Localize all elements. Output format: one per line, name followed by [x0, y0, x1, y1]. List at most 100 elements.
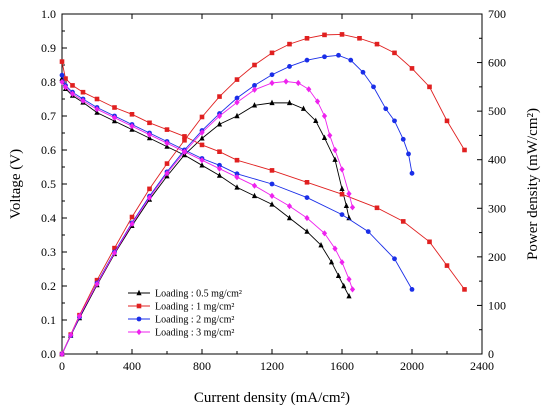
legend-label: Loading : 0.5 mg/cm² [155, 289, 242, 300]
power-point [322, 54, 327, 60]
power-point [357, 35, 362, 41]
voltage-point [304, 214, 310, 222]
power-point [313, 117, 319, 124]
voltage-point [94, 106, 100, 113]
legend-label: Loading : 3 mg/cm² [155, 328, 234, 339]
legend-marker [136, 316, 142, 322]
y-left-tick-label: 0.4 [41, 211, 56, 225]
voltage-point [409, 287, 415, 292]
voltage-point [234, 171, 240, 177]
power-point [269, 50, 275, 56]
y-left-tick-label: 0.2 [41, 279, 56, 293]
power-line [61, 33, 465, 355]
voltage-point [286, 203, 293, 210]
y-right-tick-label: 500 [488, 104, 506, 118]
series-layer [59, 32, 467, 358]
power-point [199, 129, 205, 136]
voltage-point [216, 172, 223, 178]
x-tick-label: 1600 [330, 359, 354, 373]
voltage-point [129, 123, 135, 130]
voltage-point [129, 112, 135, 117]
power-point [111, 249, 118, 257]
power-point [234, 99, 240, 106]
voltage-point [251, 182, 258, 189]
y-left-tick-label: 0.1 [41, 313, 56, 327]
voltage-point [251, 192, 258, 199]
power-point [304, 57, 310, 63]
power-point [147, 186, 152, 192]
power-point [304, 35, 310, 41]
voltage-point [147, 120, 152, 126]
power-point [216, 112, 223, 120]
y-right-axis-title: Power density (mW/cm²) [525, 108, 541, 260]
power-point [199, 135, 205, 141]
power-point [76, 313, 83, 320]
voltage-line [61, 78, 350, 297]
power-point [400, 136, 406, 142]
voltage-point [304, 228, 310, 234]
x-tick-label: 800 [193, 359, 211, 373]
y-left-tick-label: 0.5 [41, 177, 56, 191]
legend-marker [136, 303, 142, 309]
power-point [392, 50, 397, 56]
power-point [129, 220, 135, 227]
voltage-point [341, 282, 347, 289]
voltage-point [328, 259, 335, 265]
power-point [346, 214, 352, 221]
legend-item: Loading : 3 mg/cm² [128, 328, 234, 339]
power-point [164, 170, 170, 177]
voltage-line [61, 81, 353, 290]
power-point [300, 105, 307, 111]
voltage-point [146, 131, 153, 138]
y-left-tick-label: 0.6 [41, 143, 56, 157]
voltage-point [269, 201, 275, 207]
voltage-point [199, 162, 205, 168]
power-point [216, 121, 223, 127]
series-2 [59, 32, 467, 357]
power-point [283, 78, 289, 85]
voltage-point [392, 256, 397, 262]
power-point [343, 202, 349, 209]
legend-marker [136, 289, 142, 296]
power-point [287, 64, 292, 69]
power-point [332, 156, 338, 162]
voltage-point [269, 181, 275, 187]
power-point [112, 245, 117, 251]
voltage-point [182, 134, 187, 139]
legend-item: Loading : 0.5 mg/cm² [128, 289, 242, 300]
y-right-tick-label: 200 [488, 250, 506, 264]
series-3 [59, 52, 415, 357]
voltage-point [59, 72, 65, 78]
power-point [269, 79, 275, 87]
power-point [286, 99, 293, 106]
legend-item: Loading : 2 mg/cm² [128, 315, 234, 326]
power-point [129, 214, 135, 220]
voltage-point [112, 105, 117, 110]
power-point [392, 118, 397, 124]
voltage-point [164, 140, 170, 147]
power-point [252, 62, 257, 68]
voltage-point [80, 89, 86, 95]
voltage-point [164, 127, 170, 132]
voltage-point [59, 78, 65, 86]
voltage-point [69, 90, 76, 97]
x-tick-label: 2000 [400, 359, 424, 373]
voltage-point [346, 276, 352, 283]
power-point [182, 137, 187, 143]
power-point [409, 170, 415, 176]
voltage-point [94, 96, 100, 102]
power-point [59, 350, 65, 358]
voltage-point [427, 239, 432, 245]
y-left-axis-title: Voltage (V) [8, 149, 24, 219]
power-point [164, 161, 170, 166]
voltage-point [339, 212, 345, 218]
power-point [462, 147, 467, 153]
legend-marker [136, 328, 142, 336]
y-left-tick-label: 1.0 [41, 7, 56, 21]
power-point [295, 79, 301, 87]
voltage-point [335, 272, 342, 278]
voltage-point [111, 114, 118, 121]
voltage-line [61, 61, 465, 290]
power-point [322, 32, 327, 38]
